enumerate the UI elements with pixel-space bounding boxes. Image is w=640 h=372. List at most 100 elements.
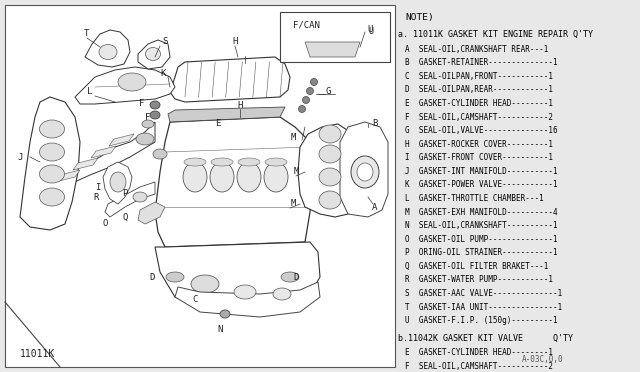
Text: H: H	[232, 38, 237, 46]
Text: O  GASKET-OIL PUMP--------------1: O GASKET-OIL PUMP--------------1	[405, 235, 558, 244]
Text: T  GASKET-IAA UNIT---------------1: T GASKET-IAA UNIT---------------1	[405, 302, 563, 312]
Polygon shape	[109, 134, 134, 146]
Polygon shape	[91, 146, 116, 158]
Ellipse shape	[166, 272, 184, 282]
Text: U: U	[367, 26, 372, 35]
Polygon shape	[155, 242, 320, 307]
Ellipse shape	[110, 172, 126, 192]
Polygon shape	[35, 122, 155, 202]
Text: a. 11011K GASKET KIT ENGINE REPAIR Q'TY: a. 11011K GASKET KIT ENGINE REPAIR Q'TY	[398, 30, 593, 39]
Polygon shape	[168, 107, 285, 122]
Ellipse shape	[273, 288, 291, 300]
Polygon shape	[138, 40, 170, 69]
Ellipse shape	[264, 162, 288, 192]
Text: G: G	[325, 87, 331, 96]
Text: L: L	[87, 87, 93, 96]
Text: R  GASKET-WATER PUMP-----------1: R GASKET-WATER PUMP-----------1	[405, 275, 554, 285]
Text: Q  GASKET-OIL FILTER BRAKET---1: Q GASKET-OIL FILTER BRAKET---1	[405, 262, 548, 271]
Ellipse shape	[145, 48, 161, 61]
Text: C  SEAL-OILPAN,FRONT-----------1: C SEAL-OILPAN,FRONT-----------1	[405, 72, 554, 81]
Text: N  SEAL-OIL,CRANKSHAFT----------1: N SEAL-OIL,CRANKSHAFT----------1	[405, 221, 558, 230]
Text: NOTE): NOTE)	[405, 13, 434, 22]
Polygon shape	[55, 170, 80, 182]
Text: F: F	[140, 99, 145, 109]
Text: J: J	[17, 153, 22, 161]
Text: J  GASKET-INT MANIFOLD----------1: J GASKET-INT MANIFOLD----------1	[405, 167, 558, 176]
Ellipse shape	[211, 158, 233, 166]
Text: H  GASKET-ROCKER COVER---------1: H GASKET-ROCKER COVER---------1	[405, 140, 554, 149]
Ellipse shape	[238, 158, 260, 166]
Text: M: M	[291, 199, 296, 208]
Ellipse shape	[118, 73, 146, 91]
Text: E  GASKET-CYLINDER HEAD--------1: E GASKET-CYLINDER HEAD--------1	[405, 348, 554, 357]
Text: S: S	[163, 38, 168, 46]
Text: F/CAN: F/CAN	[293, 20, 320, 29]
Text: F  SEAL-OIL,CAMSHAFT-----------2: F SEAL-OIL,CAMSHAFT-----------2	[405, 112, 554, 122]
Ellipse shape	[150, 101, 160, 109]
Ellipse shape	[99, 45, 117, 60]
Bar	[280, 12, 390, 62]
Ellipse shape	[40, 188, 65, 206]
Ellipse shape	[210, 162, 234, 192]
Text: A: A	[372, 202, 378, 212]
Polygon shape	[138, 202, 165, 224]
Ellipse shape	[150, 111, 160, 119]
Text: b.11042K GASKET KIT VALVE      Q'TY: b.11042K GASKET KIT VALVE Q'TY	[398, 333, 573, 343]
Text: P: P	[122, 189, 128, 199]
Ellipse shape	[319, 125, 341, 143]
Polygon shape	[75, 67, 175, 104]
Ellipse shape	[40, 143, 65, 161]
Ellipse shape	[237, 162, 261, 192]
Polygon shape	[73, 158, 98, 170]
Text: T: T	[84, 29, 90, 38]
Text: S  GASKET-AAC VALVE--------------1: S GASKET-AAC VALVE--------------1	[405, 289, 563, 298]
Text: B  GASKET-RETAINER--------------1: B GASKET-RETAINER--------------1	[405, 58, 558, 67]
Text: M: M	[293, 167, 299, 176]
Polygon shape	[103, 162, 132, 204]
Text: E: E	[215, 119, 221, 128]
Text: G  SEAL-OIL,VALVE--------------16: G SEAL-OIL,VALVE--------------16	[405, 126, 558, 135]
Polygon shape	[170, 57, 290, 102]
Text: Q: Q	[122, 212, 128, 221]
Ellipse shape	[142, 120, 154, 128]
Bar	[5, 5, 395, 367]
Text: M: M	[291, 132, 296, 141]
Text: O: O	[102, 219, 108, 228]
Ellipse shape	[310, 78, 317, 86]
Ellipse shape	[191, 275, 219, 293]
Ellipse shape	[183, 162, 207, 192]
Text: D: D	[293, 273, 299, 282]
Polygon shape	[20, 97, 80, 230]
Ellipse shape	[357, 163, 373, 181]
Text: F  SEAL-OIL,CAMSHAFT-----------2: F SEAL-OIL,CAMSHAFT-----------2	[405, 362, 554, 371]
Text: F: F	[145, 112, 150, 122]
Text: R: R	[93, 192, 99, 202]
Ellipse shape	[303, 96, 310, 103]
Ellipse shape	[234, 285, 256, 299]
Ellipse shape	[133, 192, 147, 202]
Text: E  GASKET-CYLINDER HEAD--------1: E GASKET-CYLINDER HEAD--------1	[405, 99, 554, 108]
Text: C: C	[192, 295, 198, 305]
Text: 11011K: 11011K	[20, 349, 55, 359]
Text: K  GASKET-POWER VALVE-----------1: K GASKET-POWER VALVE-----------1	[405, 180, 558, 189]
Polygon shape	[85, 30, 130, 67]
Ellipse shape	[351, 156, 379, 188]
Ellipse shape	[319, 168, 341, 186]
Text: D  SEAL-OILPAN,REAR------------1: D SEAL-OILPAN,REAR------------1	[405, 86, 554, 94]
Text: D: D	[149, 273, 155, 282]
Polygon shape	[175, 282, 320, 317]
Ellipse shape	[307, 87, 314, 94]
Ellipse shape	[319, 191, 341, 209]
Ellipse shape	[319, 145, 341, 163]
Ellipse shape	[184, 158, 206, 166]
Polygon shape	[340, 122, 388, 217]
Text: M  GASKET-EXH MANIFOLD----------4: M GASKET-EXH MANIFOLD----------4	[405, 208, 558, 217]
Text: U: U	[368, 28, 373, 36]
Ellipse shape	[220, 310, 230, 318]
Polygon shape	[155, 117, 315, 247]
Text: B: B	[372, 119, 378, 128]
Ellipse shape	[40, 120, 65, 138]
Polygon shape	[298, 124, 360, 217]
Text: N: N	[218, 326, 223, 334]
Text: I: I	[95, 183, 100, 192]
